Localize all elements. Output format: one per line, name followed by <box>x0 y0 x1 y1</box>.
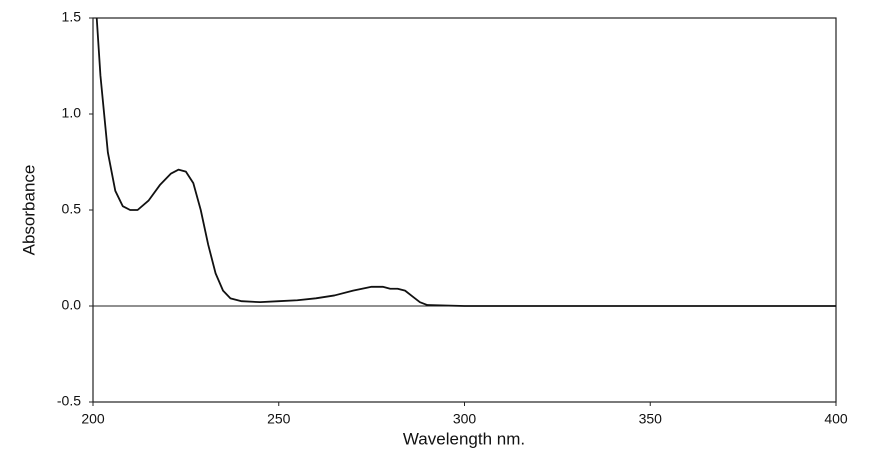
y-tick-label: 1.5 <box>62 9 82 25</box>
x-tick-label: 200 <box>81 411 105 427</box>
x-tick-label: 400 <box>824 411 848 427</box>
y-axis-title: Absorbance <box>19 165 38 256</box>
plot-frame <box>92 17 837 403</box>
spectrum-line <box>95 17 836 307</box>
x-axis-title: Wavelength nm. <box>403 429 525 448</box>
y-tick-label: 1.0 <box>62 105 82 121</box>
y-tick-label: -0.5 <box>57 393 81 409</box>
x-tick-label: 250 <box>267 411 291 427</box>
x-tick-label: 350 <box>639 411 663 427</box>
x-tick-label: 300 <box>453 411 477 427</box>
y-tick-label: 0.0 <box>62 297 82 313</box>
y-tick-label: 0.5 <box>62 201 82 217</box>
